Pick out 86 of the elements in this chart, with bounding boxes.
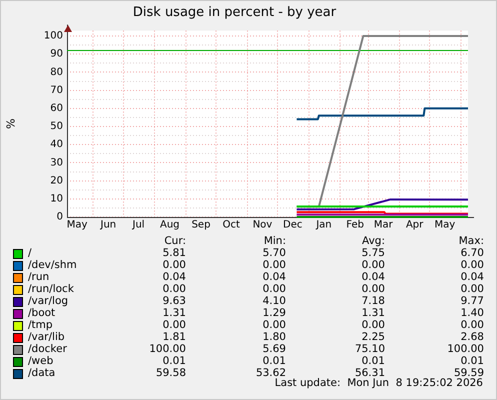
text: 0.04 <box>262 271 286 283</box>
chart-title: Disk usage in percent - by year <box>132 5 337 20</box>
legend-label: /boot <box>28 307 56 319</box>
text: 5.70 <box>262 247 286 259</box>
y-tick-label: 20 <box>50 175 63 186</box>
text: 1.40 <box>460 307 484 319</box>
x-tick-label: Apr <box>406 220 424 231</box>
text: 0.01 <box>162 355 186 367</box>
text: 0.04 <box>460 271 484 283</box>
text: 1.31 <box>362 307 385 319</box>
text: Last update: Mon Jun 8 19:25:02 2026 <box>274 377 483 389</box>
y-tick-label: 0 <box>56 212 63 223</box>
text: 0.01 <box>262 355 286 367</box>
text: 0.00 <box>362 319 385 331</box>
text: 9.77 <box>460 295 484 307</box>
text: 53.62 <box>256 367 286 379</box>
text: 1.31 <box>162 307 186 319</box>
y-tick-label: 70 <box>50 84 63 96</box>
text: 7.18 <box>362 295 385 307</box>
text: 0.01 <box>460 355 484 367</box>
x-tick-label: Oct <box>222 220 240 231</box>
y-tick-label: 30 <box>50 157 63 168</box>
text: 100.00 <box>149 343 186 355</box>
text: 1.29 <box>262 307 286 319</box>
y-axis-title: % <box>4 118 18 130</box>
legend-label: /data <box>28 367 56 379</box>
text: 0.00 <box>162 319 186 331</box>
legend-label: /web <box>28 355 54 367</box>
x-tick-label: May <box>66 220 88 231</box>
y-tick-label: 90 <box>50 48 63 60</box>
x-tick-label: Dec <box>283 220 302 231</box>
y-tick-label: 10 <box>50 193 63 204</box>
text: 0.00 <box>460 283 484 295</box>
text: 0.00 <box>362 259 385 271</box>
text: 9.63 <box>162 295 186 307</box>
y-tick-label: 60 <box>50 103 63 114</box>
text: Min: <box>264 235 286 247</box>
x-tick-label: Aug <box>160 220 180 231</box>
text: 59.59 <box>454 367 484 379</box>
text: Cur: <box>164 235 186 247</box>
text: 0.00 <box>162 259 186 271</box>
text: 5.75 <box>362 247 385 259</box>
text: 0.00 <box>262 319 286 331</box>
text: Avg: <box>362 235 385 247</box>
text: 0.00 <box>460 259 484 271</box>
x-tick-label: Jul <box>131 220 145 231</box>
text: 1.80 <box>262 331 286 343</box>
text: 0.04 <box>162 271 186 283</box>
x-tick-label: Nov <box>252 220 272 231</box>
y-tick-label: 40 <box>50 139 63 150</box>
text: 0.00 <box>162 283 186 295</box>
text: 2.68 <box>460 331 484 343</box>
x-tick-label: Jan <box>315 220 332 231</box>
text: 0.04 <box>362 271 385 283</box>
x-tick-label: Sep <box>192 220 210 231</box>
text: 75.10 <box>354 343 385 355</box>
legend-label: /run <box>28 271 50 283</box>
legend-label: /docker <box>28 343 67 355</box>
text: 5.69 <box>262 343 286 355</box>
text: 59.58 <box>156 367 186 379</box>
text: 100.00 <box>447 343 484 355</box>
x-tick-label: Feb <box>346 220 364 231</box>
text: 5.81 <box>162 247 186 259</box>
text: 1.81 <box>162 331 186 343</box>
text: 0.00 <box>262 259 286 271</box>
text: 2.25 <box>362 331 385 343</box>
text: 0.00 <box>262 283 286 295</box>
text: 0.00 <box>460 319 484 331</box>
x-tick-label: Jun <box>99 220 116 231</box>
y-tick-label: 100 <box>44 30 63 42</box>
legend-label: /var/lib <box>28 331 65 343</box>
y-tick-label: 50 <box>50 121 63 132</box>
x-tick-label: May <box>434 220 456 231</box>
text: 6.70 <box>460 247 484 259</box>
legend-label: /run/lock <box>28 283 74 295</box>
text: 0.01 <box>362 355 385 367</box>
legend-label: /tmp <box>28 319 53 331</box>
text: Max: <box>458 235 484 247</box>
legend-label: / <box>28 247 32 259</box>
text: 4.10 <box>262 295 286 307</box>
text: 0.00 <box>362 283 385 295</box>
x-tick-label: Mar <box>374 220 394 231</box>
text: 56.31 <box>354 367 385 379</box>
legend-label: /dev/shm <box>28 259 77 271</box>
legend-label: /var/log <box>28 295 68 307</box>
y-tick-label: 80 <box>50 66 63 78</box>
